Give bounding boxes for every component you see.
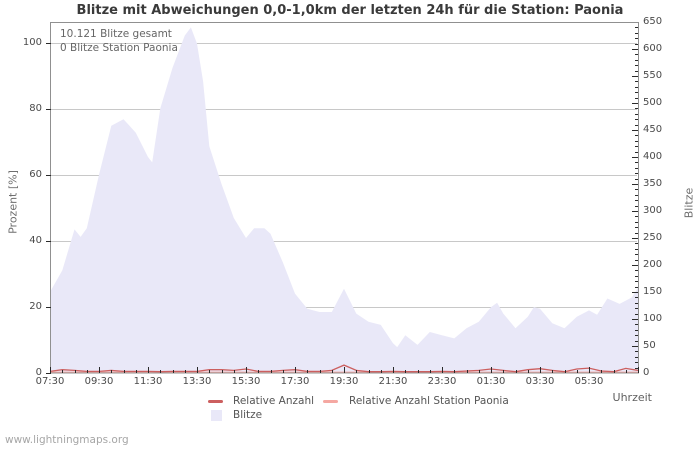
tick-label: 09:30 bbox=[84, 376, 114, 387]
tick-label: 17:30 bbox=[280, 376, 310, 387]
legend-label-blitze: Blitze bbox=[233, 409, 263, 421]
tick-label: 350 bbox=[643, 178, 663, 189]
tick-label: 80 bbox=[29, 103, 42, 114]
tick-label: 01:30 bbox=[476, 376, 506, 387]
tick-label: 450 bbox=[643, 124, 663, 135]
left-axis-title: Prozent [%] bbox=[6, 170, 20, 234]
total-strikes-annotation: 10.121 Blitze gesamt bbox=[60, 28, 172, 40]
legend-label-relative-anzahl: Relative Anzahl bbox=[233, 395, 315, 407]
tick-label: 20 bbox=[29, 301, 42, 312]
tick-label: 550 bbox=[643, 70, 663, 81]
tick-label: 200 bbox=[643, 259, 663, 270]
tick-label: 19:30 bbox=[329, 376, 359, 387]
tick-label: 15:30 bbox=[231, 376, 261, 387]
tick-label: 100 bbox=[643, 313, 663, 324]
tick-label: 300 bbox=[643, 205, 663, 216]
tick-label: 650 bbox=[643, 16, 663, 27]
blitze-area-swatch bbox=[211, 410, 222, 421]
tick-label: 100 bbox=[22, 37, 42, 48]
tick-label: 23:30 bbox=[427, 376, 457, 387]
tick-label: 60 bbox=[29, 169, 42, 180]
right-axis-title: Blitze bbox=[682, 187, 696, 219]
tick-label: 05:30 bbox=[574, 376, 604, 387]
relative-anzahl-line-swatch bbox=[208, 400, 223, 403]
tick-label: 250 bbox=[643, 232, 663, 243]
station-strikes-annotation: 0 Blitze Station Paonia bbox=[60, 42, 178, 54]
tick-label: 0 bbox=[643, 367, 650, 378]
legend-label-relative-anzahl-station: Relative Anzahl Station Paonia bbox=[349, 395, 509, 407]
tick-label: 50 bbox=[643, 340, 656, 351]
x-axis-title: Uhrzeit bbox=[612, 391, 652, 404]
tick-label: 150 bbox=[643, 286, 663, 297]
relative-anzahl-station-line-swatch bbox=[323, 400, 338, 403]
chart-plot-area bbox=[46, 22, 639, 374]
tick-label: 07:30 bbox=[35, 376, 65, 387]
tick-label: 03:30 bbox=[525, 376, 555, 387]
tick-label: 400 bbox=[643, 151, 663, 162]
watermark-link: www.lightningmaps.org bbox=[5, 434, 129, 446]
tick-label: 13:30 bbox=[182, 376, 212, 387]
tick-label: 11:30 bbox=[133, 376, 163, 387]
tick-label: 600 bbox=[643, 43, 663, 54]
tick-label: 0 bbox=[35, 367, 42, 378]
chart-title: Blitze mit Abweichungen 0,0-1,0km der le… bbox=[76, 3, 624, 18]
tick-label: 40 bbox=[29, 235, 42, 246]
tick-label: 500 bbox=[643, 97, 663, 108]
tick-label: 21:30 bbox=[378, 376, 408, 387]
